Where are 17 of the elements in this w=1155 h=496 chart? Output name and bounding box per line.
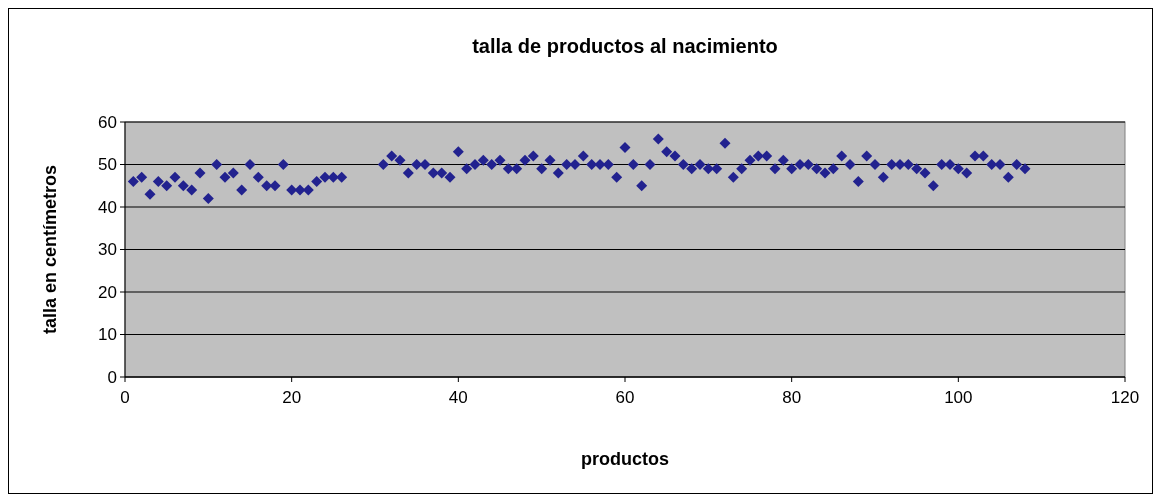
x-tick-label: 40 xyxy=(448,388,468,407)
x-tick-label: 0 xyxy=(120,388,130,407)
chart-title: talla de productos al nacimiento xyxy=(472,35,778,57)
y-tick-label: 50 xyxy=(98,155,117,175)
y-tick-label: 0 xyxy=(107,367,117,387)
y-tick-label: 40 xyxy=(98,197,117,217)
x-tick-label: 20 xyxy=(282,388,302,407)
x-tick-label: 100 xyxy=(944,388,973,407)
y-tick-label: 30 xyxy=(98,240,117,260)
y-axis-title: talla en centímetros xyxy=(40,164,60,335)
y-tick-label: 10 xyxy=(98,325,117,345)
x-tick-label: 60 xyxy=(615,388,635,407)
x-tick-label: 80 xyxy=(782,388,802,407)
x-axis-title: productos xyxy=(581,449,669,469)
y-tick-label: 60 xyxy=(98,112,117,132)
x-tick-label: 120 xyxy=(1110,388,1140,407)
y-tick-label: 20 xyxy=(98,282,117,302)
